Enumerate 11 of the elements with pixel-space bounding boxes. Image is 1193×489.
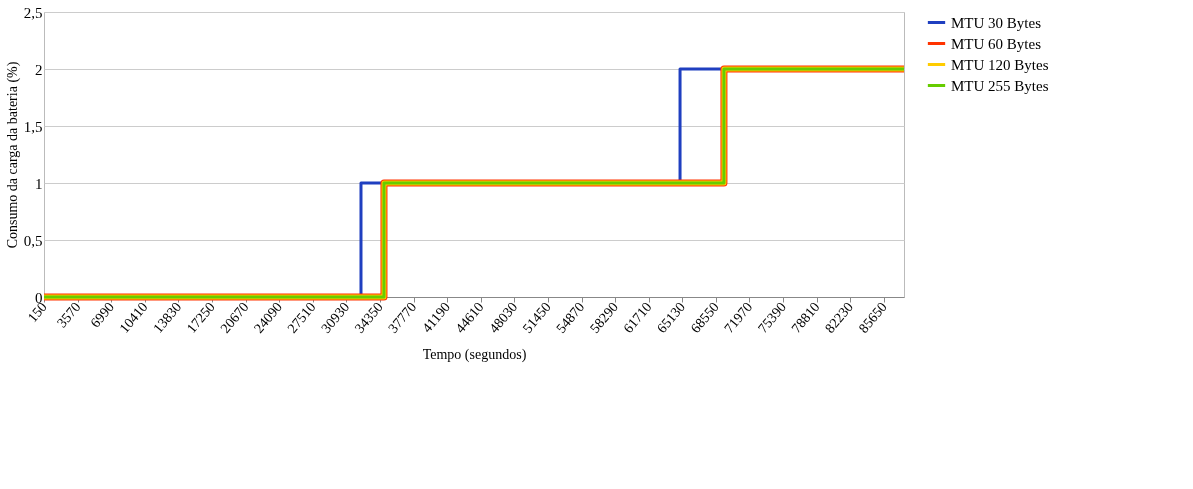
legend-label: MTU 255 Bytes (951, 77, 1049, 94)
y-tick-label: 2 (35, 61, 43, 78)
legend-label: MTU 30 Bytes (951, 14, 1042, 31)
y-tick-label: 2,5 (23, 4, 43, 21)
legend-label: MTU 60 Bytes (951, 35, 1042, 52)
legend-label: MTU 120 Bytes (951, 56, 1049, 73)
x-axis-title: Tempo (segundos) (422, 346, 527, 363)
y-tick-label: 1,5 (23, 118, 43, 135)
y-axis-title: Consumo da carga da bateria (%) (4, 61, 21, 249)
y-tick-label: 0,5 (23, 232, 43, 249)
y-tick-label: 1 (35, 175, 43, 192)
